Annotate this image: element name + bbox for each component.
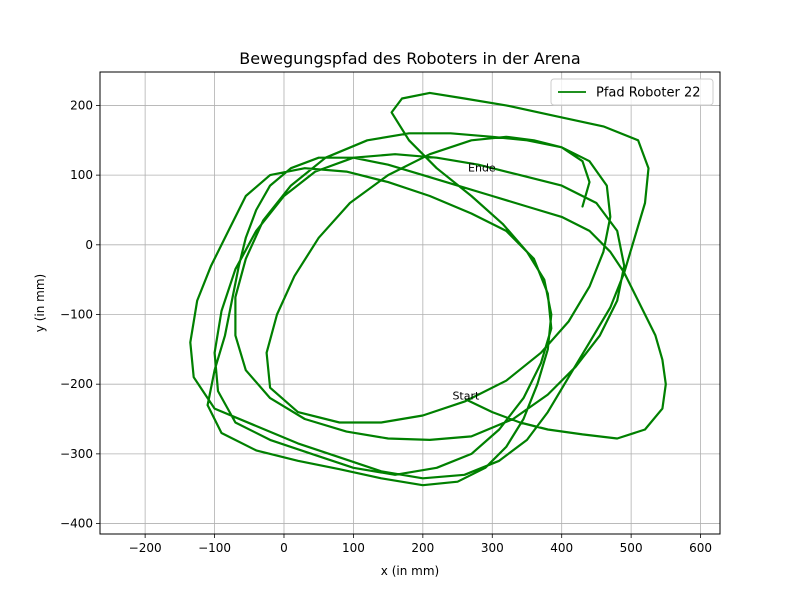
y-tick-label: −200 bbox=[60, 377, 93, 391]
y-tick-label: 0 bbox=[85, 238, 93, 252]
y-tick-label: −100 bbox=[60, 307, 93, 321]
x-tick-label: 0 bbox=[280, 541, 288, 555]
annotation-label: Start bbox=[452, 390, 480, 403]
y-tick-label: −400 bbox=[60, 517, 93, 531]
grid bbox=[100, 72, 720, 534]
x-tick-label: 200 bbox=[411, 541, 434, 555]
series-layer bbox=[189, 91, 667, 487]
x-tick-label: 300 bbox=[481, 541, 504, 555]
y-axis-ticks: −400 −300 −200 −100 0 100 200 bbox=[60, 98, 100, 531]
y-tick-label: 100 bbox=[70, 168, 93, 182]
series-line bbox=[189, 91, 667, 487]
plot-frame bbox=[99, 71, 721, 535]
chart-title: Bewegungspfad des Roboters in der Arena bbox=[239, 49, 580, 68]
x-axis-label: x (in mm) bbox=[381, 564, 439, 578]
x-axis-ticks: −200 −100 0 100 200 300 400 500 600 bbox=[129, 534, 712, 555]
y-tick-label: −300 bbox=[60, 447, 93, 461]
x-tick-label: −200 bbox=[129, 541, 162, 555]
x-tick-label: 400 bbox=[550, 541, 573, 555]
y-tick-label: 200 bbox=[70, 98, 93, 112]
legend-label: Pfad Roboter 22 bbox=[596, 86, 701, 101]
legend: Pfad Roboter 22 bbox=[550, 78, 714, 106]
x-tick-label: 500 bbox=[620, 541, 643, 555]
x-tick-label: 600 bbox=[689, 541, 712, 555]
y-axis-label: y (in mm) bbox=[33, 274, 47, 332]
x-tick-label: −100 bbox=[198, 541, 231, 555]
annotation-label: Ende bbox=[468, 162, 496, 175]
annotation-layer: Start Ende bbox=[452, 162, 495, 403]
x-tick-label: 100 bbox=[342, 541, 365, 555]
legend-box bbox=[550, 78, 714, 106]
